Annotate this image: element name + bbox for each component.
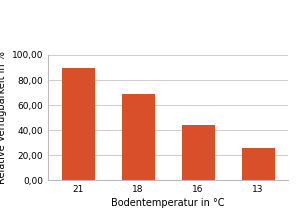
Text: Abb. 2: Je kälter der Boden, desto schlechter ist: Abb. 2: Je kälter der Boden, desto schle…	[9, 10, 275, 20]
Bar	[242, 148, 274, 180]
X-axis label: Bodentemperatur in °C: Bodentemperatur in °C	[111, 198, 225, 208]
Bar	[61, 68, 94, 180]
Text: Phosphat verfügbar: Phosphat verfügbar	[9, 30, 119, 40]
Y-axis label: Relative Verfügbarkeit in %: Relative Verfügbarkeit in %	[0, 51, 8, 184]
Bar	[122, 94, 154, 180]
Bar	[182, 125, 214, 180]
